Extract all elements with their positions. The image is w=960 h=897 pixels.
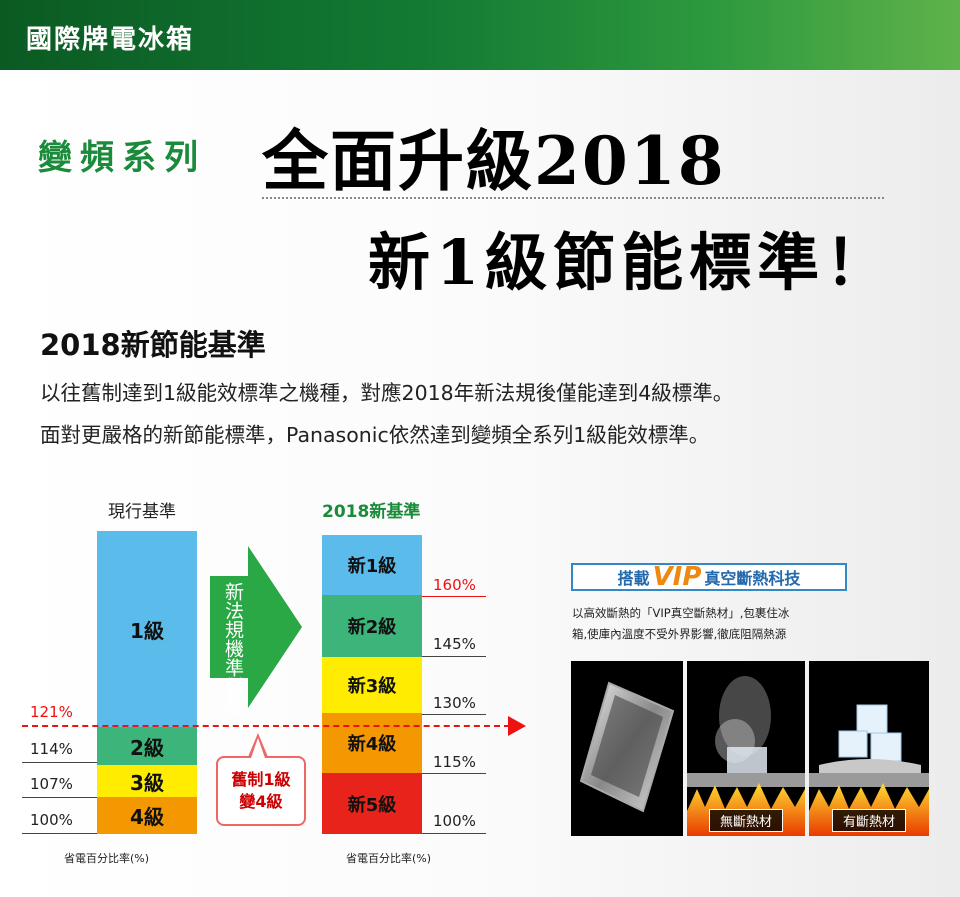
current-footnote: 省電百分比率(%): [64, 852, 150, 865]
top-banner: 國際牌電冰箱: [0, 0, 960, 70]
new-grade-5-bar: 新5級: [322, 773, 422, 834]
no-insulation-photo: 無斷熱材: [687, 661, 805, 836]
old-grade-bubble: 舊制1級 變4級: [216, 756, 306, 826]
brand-title: 國際牌電冰箱: [26, 25, 195, 55]
section-paragraph-2: 面對更嚴格的新節能標準，Panasonic依然達到變頻全系列1級能效標準。: [40, 423, 710, 447]
new-line-100: [422, 833, 486, 834]
with-insulation-caption: 有斷熱材: [831, 809, 907, 832]
new-grade-1-label: 新1級: [347, 556, 397, 577]
current-grade-2-label: 2級: [130, 735, 164, 760]
current-pct-121: 121%: [30, 703, 73, 721]
new-line-130: [422, 714, 486, 715]
current-pct-100: 100%: [30, 811, 73, 829]
threshold-121-line: [22, 725, 510, 727]
new-pct-100: 100%: [433, 812, 476, 830]
current-grade-1-bar: 1級: [97, 531, 197, 727]
arrow-text: 新法規機準對應: [222, 582, 244, 715]
current-grade-3-label: 3級: [130, 770, 164, 795]
new-grade-2-bar: 新2級: [322, 595, 422, 657]
new-line-145: [422, 656, 486, 657]
new-pct-145: 145%: [433, 635, 476, 653]
current-grade-3-bar: 3級: [97, 765, 197, 797]
headline-upgrade: 全面升級2018: [262, 122, 726, 200]
new-grade-2-label: 新2級: [347, 617, 397, 638]
new-grade-5-label: 新5級: [347, 794, 397, 816]
current-line-100: [22, 833, 97, 834]
vip-suffix: 真空斷熱科技: [704, 569, 801, 588]
section-title: 2018新節能基準: [40, 328, 266, 362]
with-insulation-photo: 有斷熱材: [809, 661, 929, 836]
no-insulation-caption: 無斷熱材: [708, 809, 784, 832]
bubble-line-2: 變4級: [239, 792, 283, 811]
current-line-107: [22, 797, 97, 798]
new-pct-130: 130%: [433, 694, 476, 712]
vip-title-box: 搭載 VIP 真空斷熱科技: [571, 562, 847, 592]
new-footnote: 省電百分比率(%): [346, 852, 432, 865]
bubble-line-1: 舊制1級: [231, 770, 291, 789]
new-grade-1-bar: 新1級: [322, 535, 422, 595]
new-grade-4-bar: 新4級: [322, 713, 422, 773]
vip-description-1: 以高效斷熱的「VIP真空斷熱材」,包裹住冰: [572, 606, 790, 620]
new-line-115: [422, 773, 486, 774]
green-arrow-icon: [210, 546, 302, 708]
new-line-160: [422, 596, 486, 597]
new-standard-label: 2018新基準: [322, 502, 421, 522]
series-label: 變頻系列: [38, 138, 206, 178]
new-grade-4-label: 新4級: [347, 734, 397, 755]
current-pct-107: 107%: [30, 775, 73, 793]
new-grade-3-bar: 新3級: [322, 657, 422, 713]
vip-panel-icon: [579, 681, 675, 813]
threshold-arrow-icon: [508, 716, 526, 736]
vip-brand: VIP: [652, 562, 702, 592]
vip-description-2: 箱,使庫內溫度不受外界影響,徹底阻隔熱源: [572, 627, 787, 641]
current-standard-label: 現行基準: [108, 502, 176, 522]
current-grade-2-bar: 2級: [97, 727, 197, 765]
headline-standard: 新1級節能標準！: [368, 226, 894, 299]
current-grade-4-bar: 4級: [97, 797, 197, 834]
section-paragraph-1: 以往舊制達到1級能效標準之機種，對應2018年新法規後僅能達到4級標準。: [40, 381, 734, 405]
dotted-divider: [262, 197, 884, 199]
current-pct-114: 114%: [30, 740, 73, 758]
current-grade-4-label: 4級: [130, 805, 164, 829]
current-line-114: [22, 762, 97, 763]
vip-prefix: 搭載: [617, 569, 650, 588]
new-pct-115: 115%: [433, 753, 476, 771]
new-pct-160: 160%: [433, 576, 476, 594]
vip-panel-photo: [571, 661, 683, 836]
current-grade-1-label: 1級: [130, 618, 164, 643]
new-grade-3-label: 新3級: [347, 676, 397, 697]
bubble-tail-inner: [251, 738, 265, 758]
